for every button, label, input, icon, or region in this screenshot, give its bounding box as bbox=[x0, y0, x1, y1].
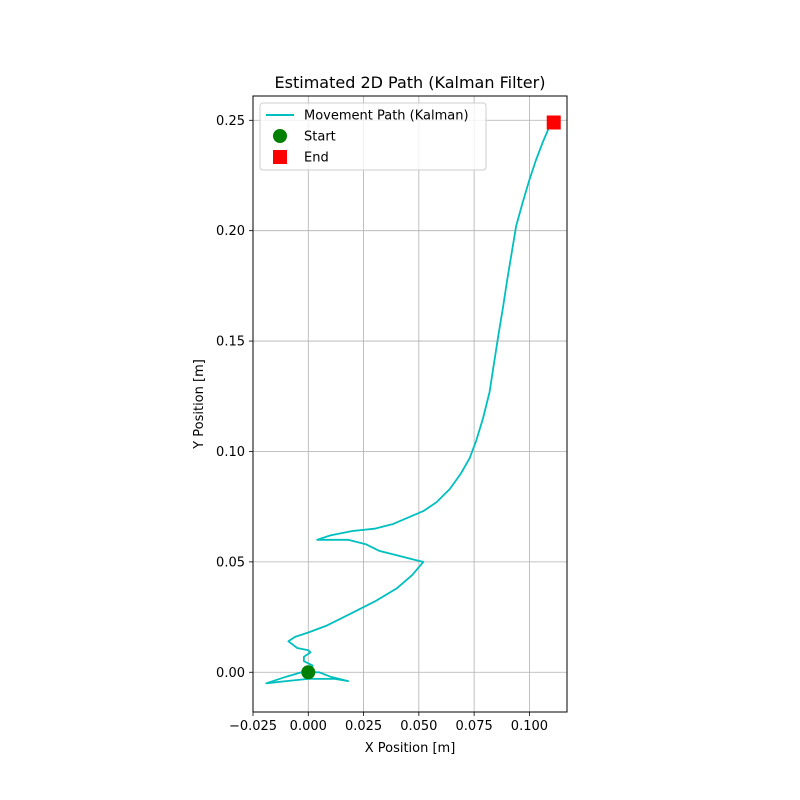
start-marker bbox=[301, 665, 316, 680]
axis-ticks: −0.025 0.000 0.025 0.050 0.075 0.100 0.00 0.05 0… bbox=[216, 114, 548, 734]
chart-title: Estimated 2D Path (Kalman Filter) bbox=[275, 73, 546, 92]
y-tick-label: 0.20 bbox=[216, 224, 245, 239]
legend-box bbox=[259, 102, 487, 171]
x-tick-label: 0.050 bbox=[400, 719, 437, 734]
legend-label-end: End bbox=[304, 151, 329, 166]
legend-start-swatch bbox=[273, 129, 287, 143]
x-tick-label: 0.025 bbox=[345, 719, 382, 734]
y-tick-label: 0.15 bbox=[216, 335, 245, 350]
legend-label-path: Movement Path (Kalman) bbox=[304, 109, 469, 124]
y-tick-label: 0.10 bbox=[216, 445, 245, 460]
plot-frame bbox=[252, 95, 568, 713]
x-axis-label: X Position [m] bbox=[365, 741, 456, 756]
legend-label-start: Start bbox=[304, 130, 336, 145]
path-series-line bbox=[265, 121, 555, 685]
series-layer bbox=[265, 115, 561, 685]
x-tick-label: 0.075 bbox=[456, 719, 493, 734]
y-axis-label: Y Position [m] bbox=[192, 359, 207, 450]
legend-end-swatch bbox=[273, 150, 287, 164]
y-tick-label: 0.25 bbox=[216, 114, 245, 129]
x-tick-label: −0.025 bbox=[229, 719, 277, 734]
x-tick-label: 0.100 bbox=[511, 719, 548, 734]
x-tick-label: 0.000 bbox=[290, 719, 327, 734]
y-tick-label: 0.00 bbox=[216, 666, 245, 681]
end-marker bbox=[546, 115, 561, 130]
gridlines bbox=[252, 96, 567, 712]
legend: Movement Path (Kalman) Start End bbox=[259, 102, 487, 171]
y-tick-label: 0.05 bbox=[216, 555, 245, 570]
